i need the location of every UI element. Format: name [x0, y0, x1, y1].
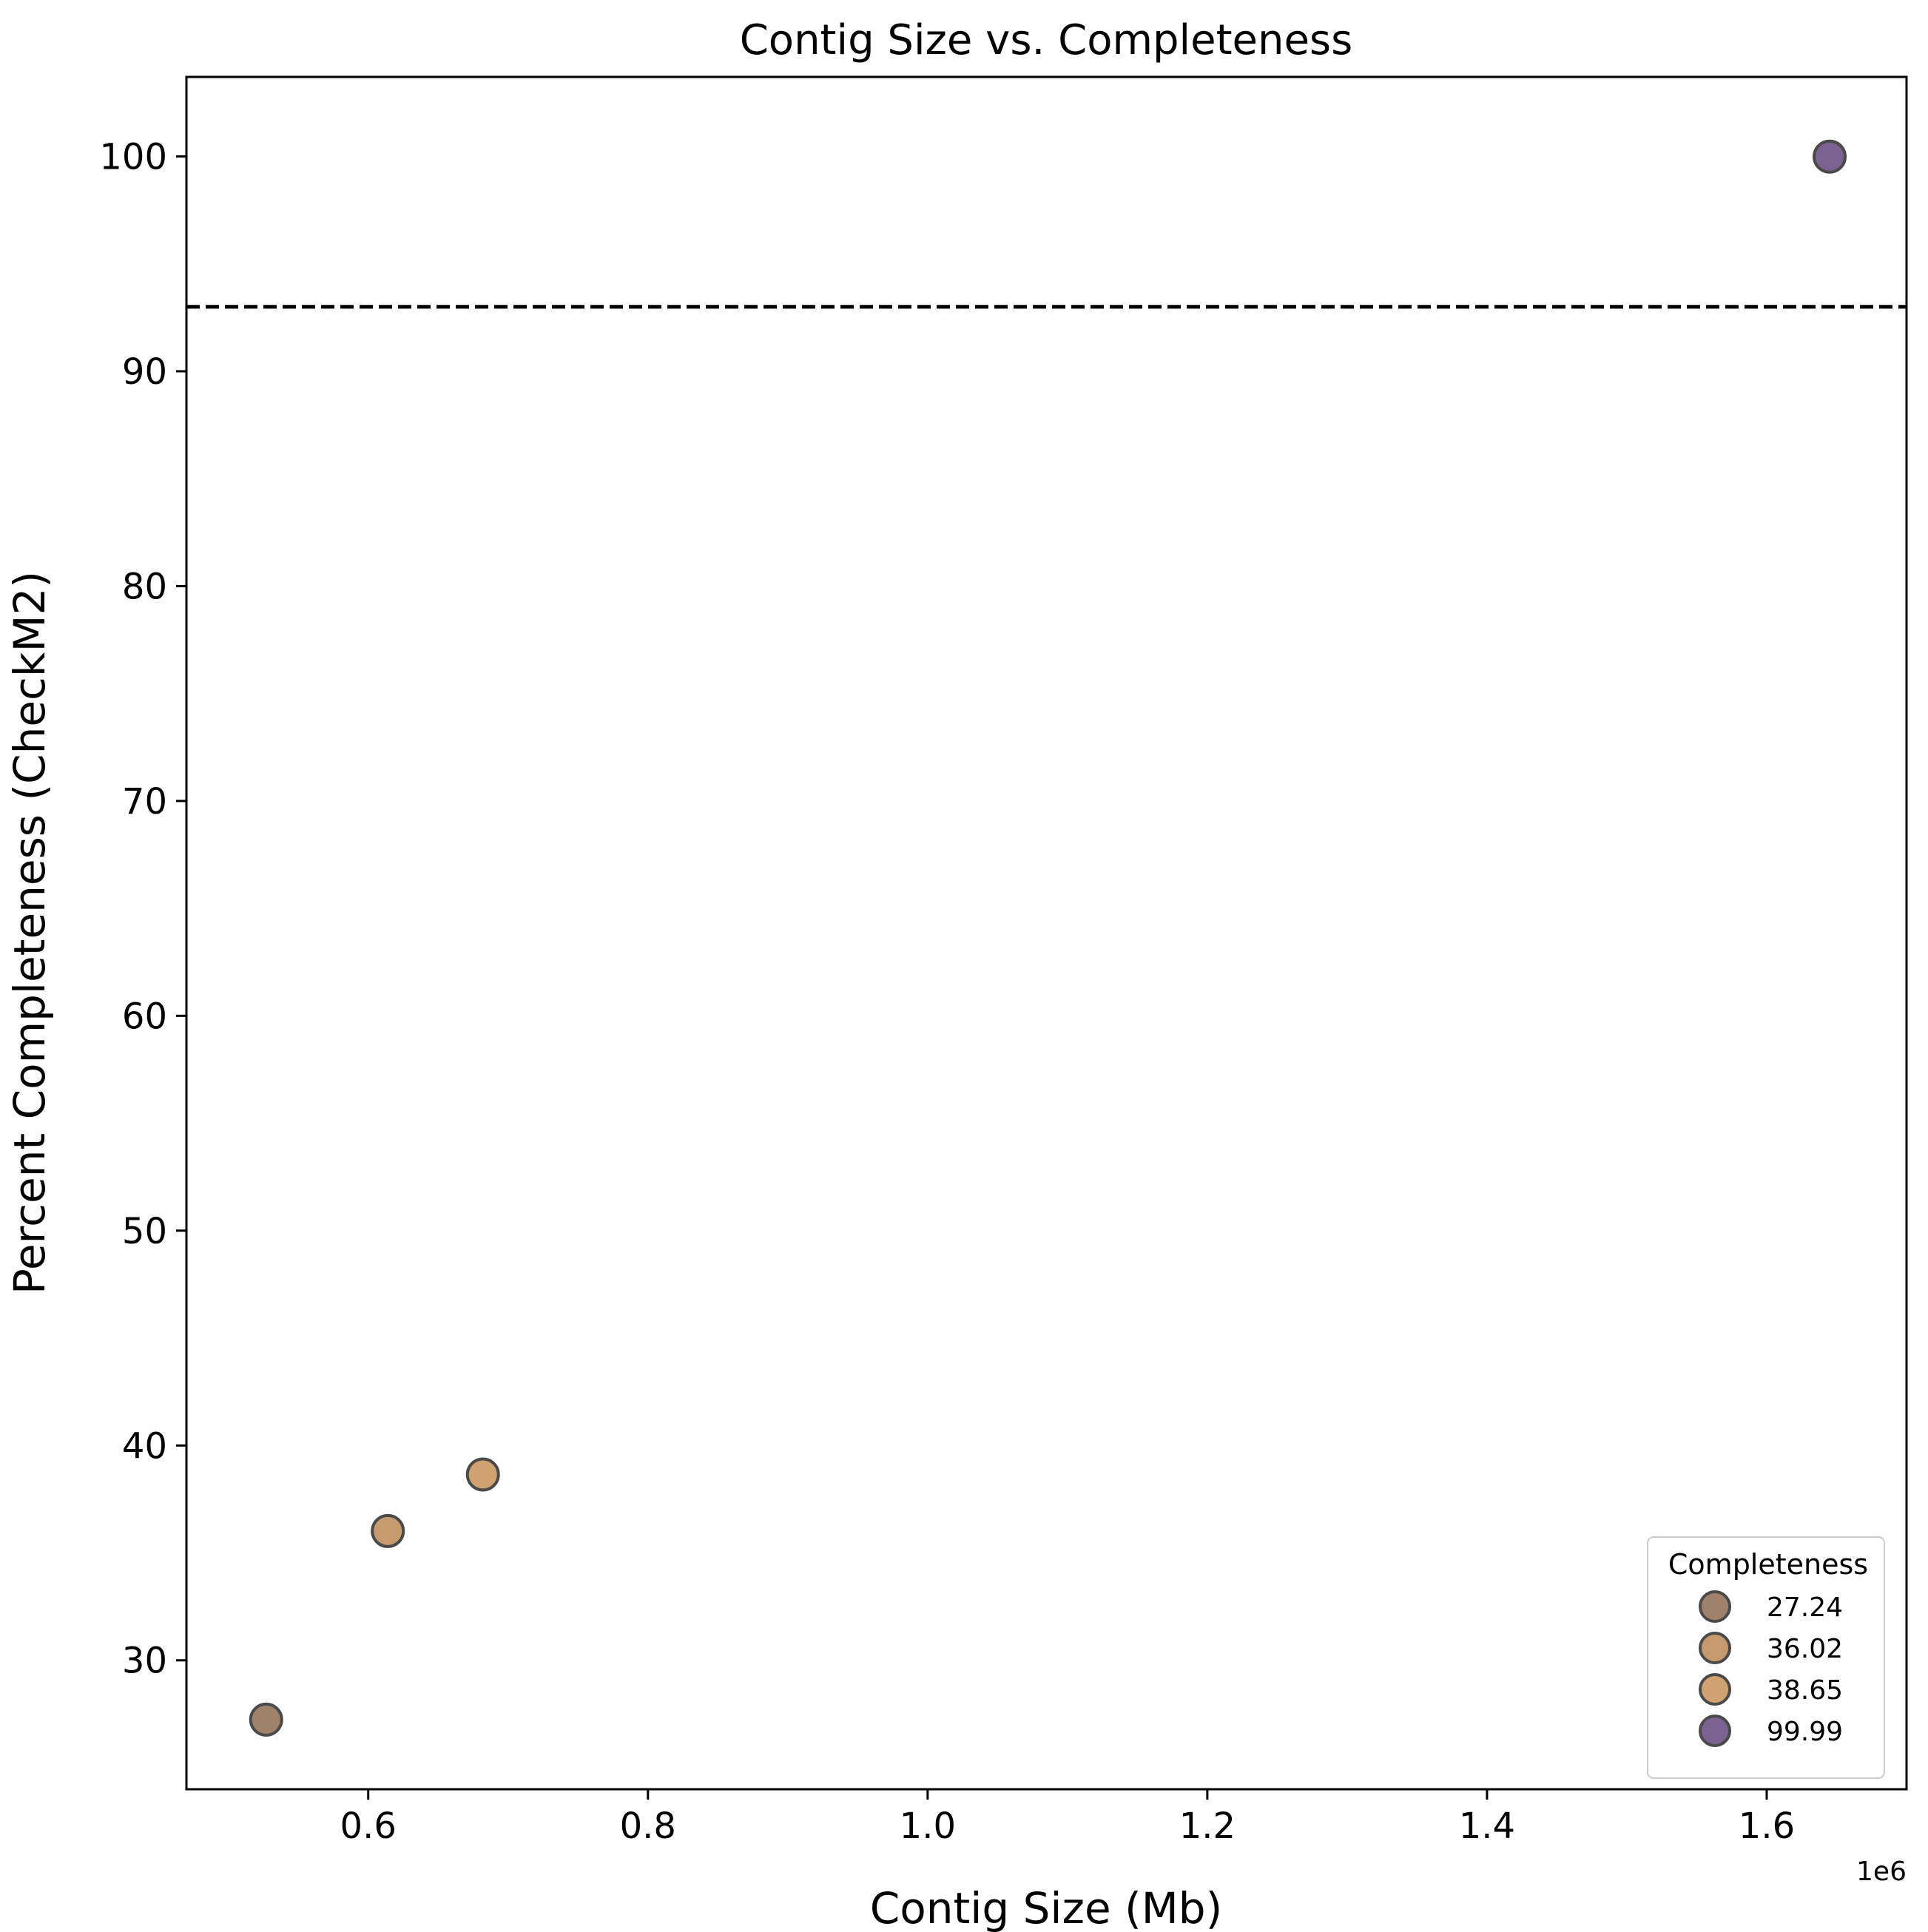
legend-entry-label: 36.02 — [1767, 1634, 1843, 1664]
x-tick-label: 0.6 — [340, 1806, 397, 1847]
plot-frame — [185, 75, 1908, 1791]
y-tick-label: 90 — [122, 351, 167, 393]
legend: Completeness 27.24 36.02 38.65 99.99 — [1647, 1536, 1885, 1779]
y-tick-label: 80 — [122, 566, 167, 607]
y-tick-label: 30 — [122, 1641, 167, 1682]
x-tick-label: 0.8 — [620, 1806, 676, 1847]
data-point-4 — [1813, 139, 1847, 174]
y-tick-label: 40 — [122, 1425, 167, 1467]
x-axis-offset-label: 1e6 — [1856, 1857, 1907, 1887]
chart-title: Contig Size vs. Completeness — [740, 16, 1353, 64]
data-point-2 — [371, 1513, 405, 1548]
y-tick-label: 60 — [122, 996, 167, 1037]
data-points — [249, 139, 1847, 1737]
x-tick-label: 1.4 — [1459, 1806, 1515, 1847]
x-tick-label: 1.6 — [1739, 1806, 1795, 1847]
legend-marker — [1699, 1632, 1731, 1664]
data-point-3 — [465, 1457, 500, 1492]
x-axis-label: Contig Size (Mb) — [870, 1883, 1222, 1932]
legend-entry-label: 38.65 — [1767, 1675, 1843, 1706]
y-tick-label: 70 — [122, 781, 167, 823]
legend-entry-label: 27.24 — [1767, 1592, 1843, 1623]
y-tick-label: 100 — [99, 136, 167, 178]
axis-ticks: 0.6 0.8 1.0 1.2 1.4 1.6 30 40 50 60 70 80 90 100 — [99, 136, 1795, 1847]
data-point-1 — [249, 1702, 283, 1737]
legend-marker — [1699, 1715, 1731, 1747]
y-tick-label: 50 — [122, 1211, 167, 1252]
legend-entries: 27.24 36.02 38.65 99.99 — [1699, 1590, 1843, 1747]
x-tick-label: 1.2 — [1179, 1806, 1236, 1847]
legend-entry-label: 99.99 — [1767, 1717, 1843, 1747]
legend-marker — [1699, 1673, 1731, 1706]
legend-title: Completeness — [1668, 1548, 1868, 1581]
x-tick-label: 1.0 — [900, 1806, 956, 1847]
legend-marker — [1699, 1590, 1731, 1623]
y-axis-label: Percent Completeness (CheckM2) — [4, 571, 55, 1294]
